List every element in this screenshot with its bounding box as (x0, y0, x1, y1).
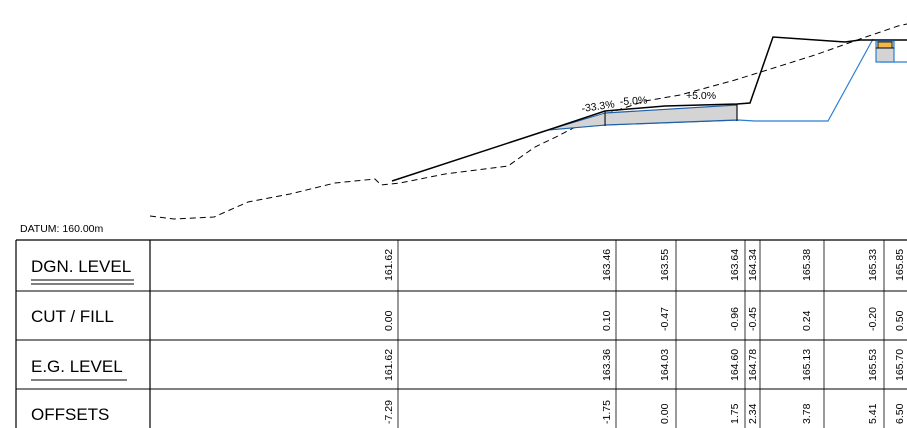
cell-dgn-level: 163.46 (601, 249, 613, 281)
cell-offset: 0.00 (659, 403, 671, 424)
cell-eg-level: 165.53 (867, 349, 879, 381)
data-table: DGN. LEVEL CUT / FILL E.G. LEVEL OFFSETS… (15, 239, 907, 428)
cell-dgn-level: 165.33 (867, 249, 879, 281)
cell-dgn-level: 163.64 (729, 249, 741, 281)
row-label-cut-fill: CUT / FILL (31, 307, 114, 326)
design-surface-line (391, 36, 907, 182)
row-label-eg-level: E.G. LEVEL (31, 357, 123, 376)
cell-cut-fill: -0.47 (659, 307, 671, 331)
grade-left-batter-label: -33.3% (581, 98, 616, 115)
cell-offset: -1.75 (601, 400, 613, 424)
datum-label: DATUM: 160.00m (20, 223, 103, 235)
cell-eg-level: 165.70 (894, 349, 906, 381)
cell-cut-fill: -0.45 (747, 307, 759, 331)
table-values: 161.62 0.00 161.62 -7.29 163.46 0.10 163… (383, 249, 906, 424)
cell-eg-level: 163.36 (601, 349, 613, 381)
cell-eg-level: 164.03 (659, 349, 671, 381)
cell-dgn-level: 163.55 (659, 249, 671, 281)
cell-dgn-level: 164.34 (747, 249, 759, 281)
row-label-offsets: OFFSETS (31, 405, 109, 424)
cell-eg-level: 165.13 (801, 349, 813, 381)
cell-dgn-level: 165.85 (894, 249, 906, 281)
cell-eg-level: 164.60 (729, 349, 741, 381)
cell-eg-level: 164.78 (747, 349, 759, 381)
cell-offset: 1.75 (729, 403, 741, 424)
grade-left-crossfall-label: -5.0% (620, 95, 648, 108)
cell-offset: -7.29 (383, 400, 395, 424)
column-separators (397, 240, 885, 428)
cell-cut-fill: -0.20 (867, 307, 879, 331)
pavement-layer (604, 104, 738, 126)
existing-ground-line (149, 23, 907, 220)
cell-cut-fill: 0.50 (894, 310, 906, 331)
cell-offset: 5.41 (867, 403, 879, 424)
cell-eg-level: 161.62 (383, 349, 395, 381)
cell-cut-fill: 0.24 (801, 310, 813, 331)
cell-offset: 2.34 (747, 403, 759, 424)
grade-right-crossfall-label: +5.0% (686, 90, 716, 102)
cell-offset: 6.50 (894, 403, 906, 424)
cell-offset: 3.78 (801, 403, 813, 424)
cell-dgn-level: 165.38 (801, 249, 813, 281)
kerb-fill (877, 41, 893, 49)
cell-cut-fill: -0.96 (729, 307, 741, 331)
row-label-dgn-level: DGN. LEVEL (31, 257, 131, 276)
cell-dgn-level: 161.62 (383, 249, 395, 281)
cell-cut-fill: 0.10 (601, 310, 613, 331)
cell-cut-fill: 0.00 (383, 310, 395, 331)
